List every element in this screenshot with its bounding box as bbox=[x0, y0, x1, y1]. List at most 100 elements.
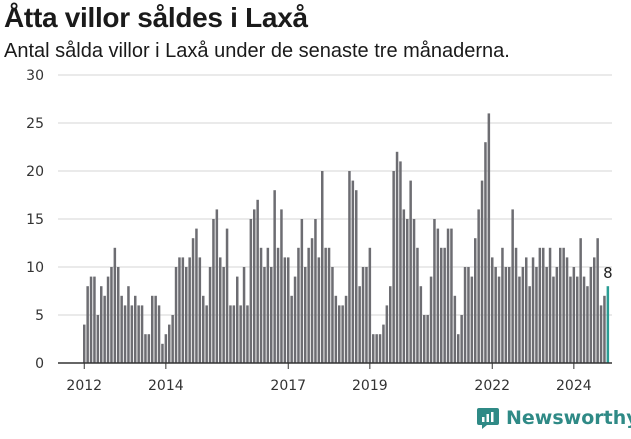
bar bbox=[559, 247, 562, 363]
bar bbox=[307, 247, 310, 363]
bar bbox=[586, 286, 589, 363]
bar bbox=[402, 209, 406, 363]
bar bbox=[514, 247, 518, 363]
bar bbox=[348, 171, 351, 363]
bar bbox=[463, 267, 467, 363]
bar bbox=[276, 247, 280, 363]
bar bbox=[293, 276, 297, 363]
bar bbox=[222, 267, 225, 363]
bar bbox=[188, 257, 191, 363]
bar bbox=[341, 305, 344, 363]
bar bbox=[378, 334, 382, 363]
bar bbox=[576, 276, 579, 363]
bar bbox=[365, 267, 368, 363]
bar bbox=[582, 276, 586, 363]
bar bbox=[256, 199, 259, 363]
chart-subtitle: Antal sålda villor i Laxå under de senas… bbox=[4, 40, 510, 62]
bar bbox=[266, 247, 270, 363]
x-tick-label: 2014 bbox=[148, 378, 184, 394]
bar bbox=[205, 305, 208, 363]
bar bbox=[212, 219, 215, 363]
bar bbox=[399, 161, 402, 363]
bar bbox=[450, 228, 453, 363]
bar bbox=[531, 257, 535, 363]
bar bbox=[355, 190, 358, 363]
bar bbox=[569, 276, 572, 363]
bar bbox=[409, 180, 412, 363]
bar bbox=[504, 267, 508, 363]
bar bbox=[96, 315, 100, 363]
bar bbox=[225, 228, 229, 363]
bar bbox=[89, 276, 93, 363]
bar bbox=[93, 276, 96, 363]
bar bbox=[372, 334, 375, 363]
bar bbox=[140, 305, 144, 363]
bar bbox=[106, 276, 110, 363]
bar bbox=[395, 151, 399, 363]
y-tick-label: 0 bbox=[35, 356, 44, 372]
y-tick-label: 20 bbox=[26, 164, 44, 180]
bar bbox=[389, 286, 392, 363]
bar bbox=[134, 295, 137, 363]
bar bbox=[361, 267, 365, 363]
bar bbox=[446, 228, 450, 363]
bar bbox=[511, 209, 514, 363]
bar bbox=[174, 267, 178, 363]
bar bbox=[324, 247, 327, 363]
newsworthy-logo-icon bbox=[477, 408, 499, 429]
chart-title: Åtta villor såldes i Laxå bbox=[4, 2, 308, 33]
bar bbox=[412, 219, 416, 363]
bar bbox=[358, 286, 361, 363]
bar bbox=[494, 267, 497, 363]
bar-latest bbox=[606, 286, 610, 363]
y-axis-ticks: 0 5 10 15 20 25 30 bbox=[26, 68, 44, 372]
bar bbox=[467, 267, 470, 363]
bars bbox=[83, 113, 610, 364]
bar bbox=[86, 286, 89, 363]
bar bbox=[239, 305, 242, 363]
brand-name: Newsworthy bbox=[506, 407, 631, 429]
bar bbox=[548, 247, 552, 363]
bar bbox=[344, 295, 348, 363]
bar bbox=[596, 238, 599, 363]
bar bbox=[351, 180, 355, 363]
bar bbox=[161, 343, 164, 363]
bar bbox=[120, 295, 123, 363]
data-labels: 8 bbox=[603, 264, 613, 282]
y-tick-label: 25 bbox=[26, 116, 44, 132]
newsworthy-brand[interactable]: Newsworthy bbox=[476, 406, 631, 430]
bar bbox=[144, 334, 147, 363]
bar bbox=[130, 305, 134, 363]
bar bbox=[440, 247, 443, 363]
bar bbox=[457, 334, 460, 363]
bar bbox=[368, 247, 372, 363]
bar bbox=[593, 257, 596, 363]
bar bbox=[535, 267, 538, 363]
bar bbox=[219, 257, 222, 363]
bar bbox=[521, 267, 525, 363]
bar bbox=[518, 276, 521, 363]
y-tick-label: 30 bbox=[26, 68, 44, 84]
bar bbox=[263, 267, 266, 363]
bar bbox=[460, 315, 463, 363]
bar bbox=[436, 228, 440, 363]
bar bbox=[290, 295, 293, 363]
bar bbox=[270, 267, 273, 363]
x-tick-label: 2012 bbox=[66, 378, 102, 394]
x-tick-label: 2022 bbox=[474, 378, 510, 394]
bar bbox=[528, 286, 531, 363]
bar bbox=[229, 305, 232, 363]
bar bbox=[202, 295, 205, 363]
bar bbox=[385, 305, 389, 363]
bar bbox=[545, 267, 548, 363]
bar bbox=[100, 286, 103, 363]
bar bbox=[552, 276, 555, 363]
bar bbox=[321, 171, 324, 363]
bar bbox=[508, 267, 511, 363]
bar bbox=[280, 209, 283, 363]
bar bbox=[477, 209, 480, 363]
bar bbox=[538, 247, 542, 363]
bar bbox=[83, 324, 86, 363]
bar bbox=[525, 257, 528, 363]
